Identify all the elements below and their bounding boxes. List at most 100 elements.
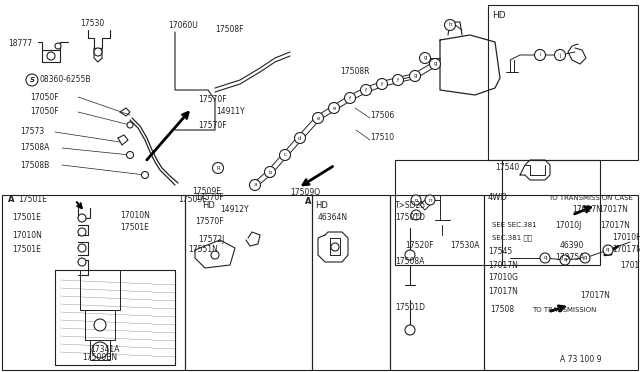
Circle shape — [405, 325, 415, 335]
Text: 17375A: 17375A — [555, 253, 584, 263]
Circle shape — [392, 74, 403, 86]
Text: SEE SEC.381: SEE SEC.381 — [492, 222, 536, 228]
Text: 17010J: 17010J — [555, 221, 581, 230]
Text: 17508: 17508 — [490, 305, 514, 314]
Text: 18777: 18777 — [8, 39, 32, 48]
Text: 17341A: 17341A — [90, 346, 120, 355]
Circle shape — [411, 195, 421, 205]
Text: 17570F: 17570F — [195, 218, 223, 227]
Text: g: g — [413, 74, 417, 78]
Text: 17508A: 17508A — [20, 144, 49, 153]
Text: q: q — [543, 256, 547, 260]
Text: 14912Y: 14912Y — [220, 205, 248, 215]
Text: n: n — [414, 198, 418, 202]
Text: j: j — [559, 52, 561, 58]
Circle shape — [127, 151, 134, 158]
Text: f: f — [349, 96, 351, 100]
Text: 17501E: 17501E — [12, 246, 41, 254]
Text: A: A — [305, 198, 312, 206]
Text: 17010N: 17010N — [12, 231, 42, 240]
Text: 17010H: 17010H — [612, 234, 640, 243]
Text: SEC.381 参照: SEC.381 参照 — [492, 235, 532, 241]
Text: 17010G: 17010G — [488, 273, 518, 282]
Text: n: n — [428, 198, 432, 202]
Circle shape — [360, 84, 371, 96]
Circle shape — [410, 71, 420, 81]
Text: 17551N: 17551N — [188, 246, 218, 254]
Text: 17530A: 17530A — [450, 241, 479, 250]
Circle shape — [603, 245, 613, 255]
Text: 17501E: 17501E — [12, 214, 41, 222]
Text: 17017N: 17017N — [488, 260, 518, 269]
Circle shape — [47, 52, 55, 60]
Bar — [185, 195, 312, 370]
Text: 17050F: 17050F — [30, 93, 59, 102]
Circle shape — [312, 112, 323, 124]
Circle shape — [78, 228, 86, 236]
Circle shape — [540, 253, 550, 263]
Circle shape — [78, 214, 86, 222]
Text: 17572J: 17572J — [198, 235, 225, 244]
Text: 46364N: 46364N — [318, 214, 348, 222]
Text: TO TRANSMISSION CASE: TO TRANSMISSION CASE — [548, 195, 633, 201]
Text: 17501E: 17501E — [120, 224, 149, 232]
Circle shape — [212, 163, 223, 173]
Circle shape — [55, 43, 61, 49]
Circle shape — [445, 19, 456, 31]
Circle shape — [141, 171, 148, 179]
Circle shape — [94, 319, 106, 331]
Text: 17509E: 17509E — [192, 187, 221, 196]
Bar — [484, 195, 638, 370]
Bar — [395, 160, 600, 265]
Circle shape — [554, 49, 566, 61]
Text: 17570F: 17570F — [195, 193, 223, 202]
Text: A: A — [8, 196, 15, 205]
Circle shape — [580, 253, 590, 263]
Text: 17573: 17573 — [20, 128, 44, 137]
Text: 17508A: 17508A — [395, 257, 424, 266]
Text: HD: HD — [315, 201, 328, 209]
Bar — [2, 195, 185, 370]
Circle shape — [78, 258, 86, 266]
Text: q: q — [583, 256, 587, 260]
Text: g: g — [423, 55, 427, 61]
Text: q: q — [606, 247, 610, 253]
Circle shape — [429, 58, 440, 70]
Circle shape — [425, 195, 435, 205]
Text: 17545: 17545 — [488, 247, 512, 257]
Text: TO TRANSMISSION: TO TRANSMISSION — [532, 307, 596, 313]
Text: 17501D: 17501D — [395, 214, 425, 222]
Circle shape — [560, 255, 570, 265]
Bar — [488, 5, 638, 160]
Circle shape — [26, 74, 38, 86]
Text: 17017N: 17017N — [612, 246, 640, 254]
Text: 17060U: 17060U — [168, 22, 198, 31]
Text: 08360-6255B: 08360-6255B — [40, 76, 92, 84]
Text: 17500BN: 17500BN — [82, 353, 117, 362]
Text: A 73 100 9: A 73 100 9 — [560, 356, 602, 365]
Text: 17570F: 17570F — [198, 121, 227, 129]
Text: 17570F: 17570F — [198, 96, 227, 105]
Circle shape — [331, 243, 339, 251]
Text: HD: HD — [202, 201, 215, 209]
Circle shape — [94, 48, 102, 56]
Circle shape — [405, 250, 415, 260]
Text: 17017N: 17017N — [598, 205, 628, 215]
Circle shape — [92, 342, 108, 358]
Circle shape — [78, 244, 86, 252]
Text: 14911Y: 14911Y — [216, 108, 244, 116]
Circle shape — [328, 103, 339, 113]
Text: 17540: 17540 — [495, 164, 519, 173]
Text: m: m — [413, 212, 419, 218]
Text: 17017N: 17017N — [488, 288, 518, 296]
Text: 17509Q: 17509Q — [290, 187, 320, 196]
Text: 4WD: 4WD — [488, 193, 508, 202]
Text: 46390: 46390 — [560, 241, 584, 250]
Text: f: f — [397, 77, 399, 83]
Circle shape — [264, 167, 275, 177]
Text: e: e — [316, 115, 320, 121]
Text: 17017N: 17017N — [572, 205, 602, 215]
Text: a: a — [253, 183, 257, 187]
Text: f: f — [365, 87, 367, 93]
Text: c: c — [284, 153, 287, 157]
